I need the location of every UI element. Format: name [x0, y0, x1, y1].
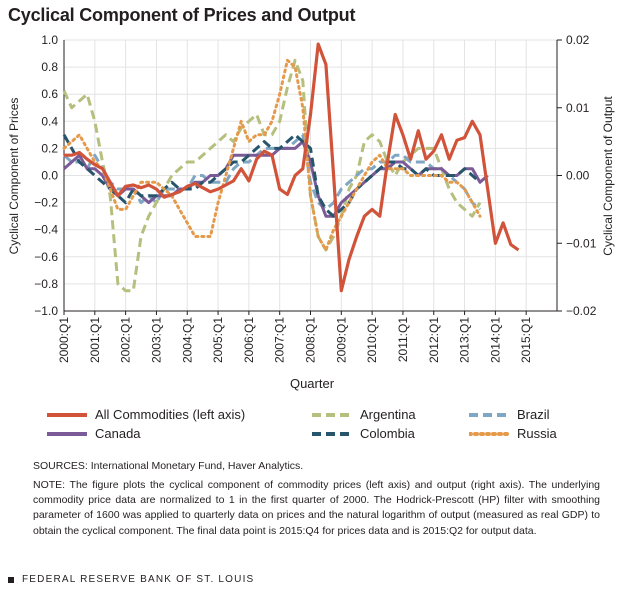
legend-item-russia: Russia: [469, 426, 557, 441]
y-axis-label-left: Cyclical Component of Prices: [7, 98, 21, 255]
y-tick-label-left: −0.6: [34, 250, 58, 264]
x-tick-label: 2009:Q1: [334, 317, 348, 363]
legend-item-argentina: Argentina: [312, 407, 416, 422]
x-tick-label: 2010:Q1: [365, 317, 379, 363]
x-tick-label: 2011:Q1: [396, 317, 410, 362]
legend: All Commodities (left axis) Argentina Br…: [0, 405, 621, 445]
y-tick-label-left: 0.6: [41, 87, 58, 101]
y-tick-label-left: −0.4: [34, 223, 58, 237]
x-tick-label: 2008:Q1: [304, 317, 318, 363]
y-tick-label-left: −0.8: [34, 277, 58, 291]
legend-item-brazil: Brazil: [469, 407, 550, 422]
x-tick-label: 2015:Q1: [519, 317, 533, 363]
legend-label: All Commodities (left axis): [95, 407, 246, 422]
footer-square-icon: [8, 576, 14, 583]
tick-labels: 1.0 0.8 0.6 0.4 0.2 0.0 −0.2 −0.4 −0.6 −0.8 −1.0 0.…: [34, 33, 596, 363]
y-tick-label-left: 0.2: [41, 141, 58, 155]
series-line-all-commodities-left-axis: [64, 42, 520, 293]
x-tick-label: 2013:Q1: [458, 317, 472, 363]
footer-text: FEDERAL RESERVE BANK OF ST. LOUIS: [22, 574, 255, 585]
legend-swatch: [312, 431, 352, 436]
x-tick-label: 2005:Q1: [211, 317, 225, 363]
x-tick-label: 2003:Q1: [149, 317, 163, 363]
legend-item-canada: Canada: [47, 426, 141, 441]
legend-label: Argentina: [360, 407, 416, 422]
sources-text: SOURCES: International Monetary Fund, Ha…: [33, 460, 304, 472]
legend-swatch: [469, 431, 509, 436]
y-axis-label-right: Cyclical Component of Output: [601, 96, 615, 256]
y-tick-label-left: −1.0: [34, 304, 58, 318]
x-tick-label: 2006:Q1: [242, 317, 256, 363]
legend-label: Colombia: [360, 426, 415, 441]
x-tick-label: 2012:Q1: [427, 317, 441, 363]
legend-label: Brazil: [517, 407, 550, 422]
note-text: NOTE: The figure plots the cyclical comp…: [33, 479, 600, 537]
y-tick-label-right: −0.02: [566, 304, 597, 318]
footer: FEDERAL RESERVE BANK OF ST. LOUIS: [8, 574, 254, 585]
y-tick-label-left: 1.0: [41, 33, 58, 47]
y-tick-label-right: 0.02: [566, 33, 590, 47]
chart-svg: 1.0 0.8 0.6 0.4 0.2 0.0 −0.2 −0.4 −0.6 −0.8 −1.0 0.…: [7, 33, 615, 391]
x-axis-label: Quarter: [290, 376, 335, 391]
x-tick-label: 2001:Q1: [88, 317, 102, 363]
y-tick-label-right: 0.01: [566, 101, 590, 115]
grid-lines: [63, 39, 557, 312]
chart-title: Cyclical Component of Prices and Output: [8, 5, 356, 25]
x-tick-label: 2000:Q1: [57, 317, 71, 363]
legend-item-all-commodities: All Commodities (left axis): [47, 407, 245, 422]
series-line-brazil: [63, 133, 481, 211]
legend-item-colombia: Colombia: [312, 426, 415, 441]
x-tick-label: 2014:Q1: [488, 317, 502, 363]
y-tick-label-left: −0.2: [34, 196, 58, 210]
y-tick-label-left: 0.8: [41, 60, 58, 74]
axes: [63, 39, 562, 315]
x-tick-label: 2004:Q1: [180, 317, 194, 363]
y-tick-label-left: 0.4: [41, 114, 58, 128]
y-tick-label-right: 0.00: [566, 169, 590, 183]
y-tick-label-right: −0.01: [566, 236, 597, 250]
series-lines: [62, 42, 520, 293]
series-line-argentina: [62, 58, 482, 293]
x-tick-label: 2007:Q1: [273, 317, 287, 363]
legend-label: Russia: [517, 426, 557, 441]
legend-label: Canada: [95, 426, 141, 441]
legend-swatch: [47, 431, 87, 436]
legend-swatch: [312, 412, 352, 417]
x-tick-label: 2002:Q1: [119, 317, 133, 363]
series-line-russia: [62, 58, 482, 252]
legend-swatch: [47, 412, 87, 417]
legend-swatch: [469, 412, 509, 417]
y-tick-label-left: 0.0: [41, 169, 58, 183]
